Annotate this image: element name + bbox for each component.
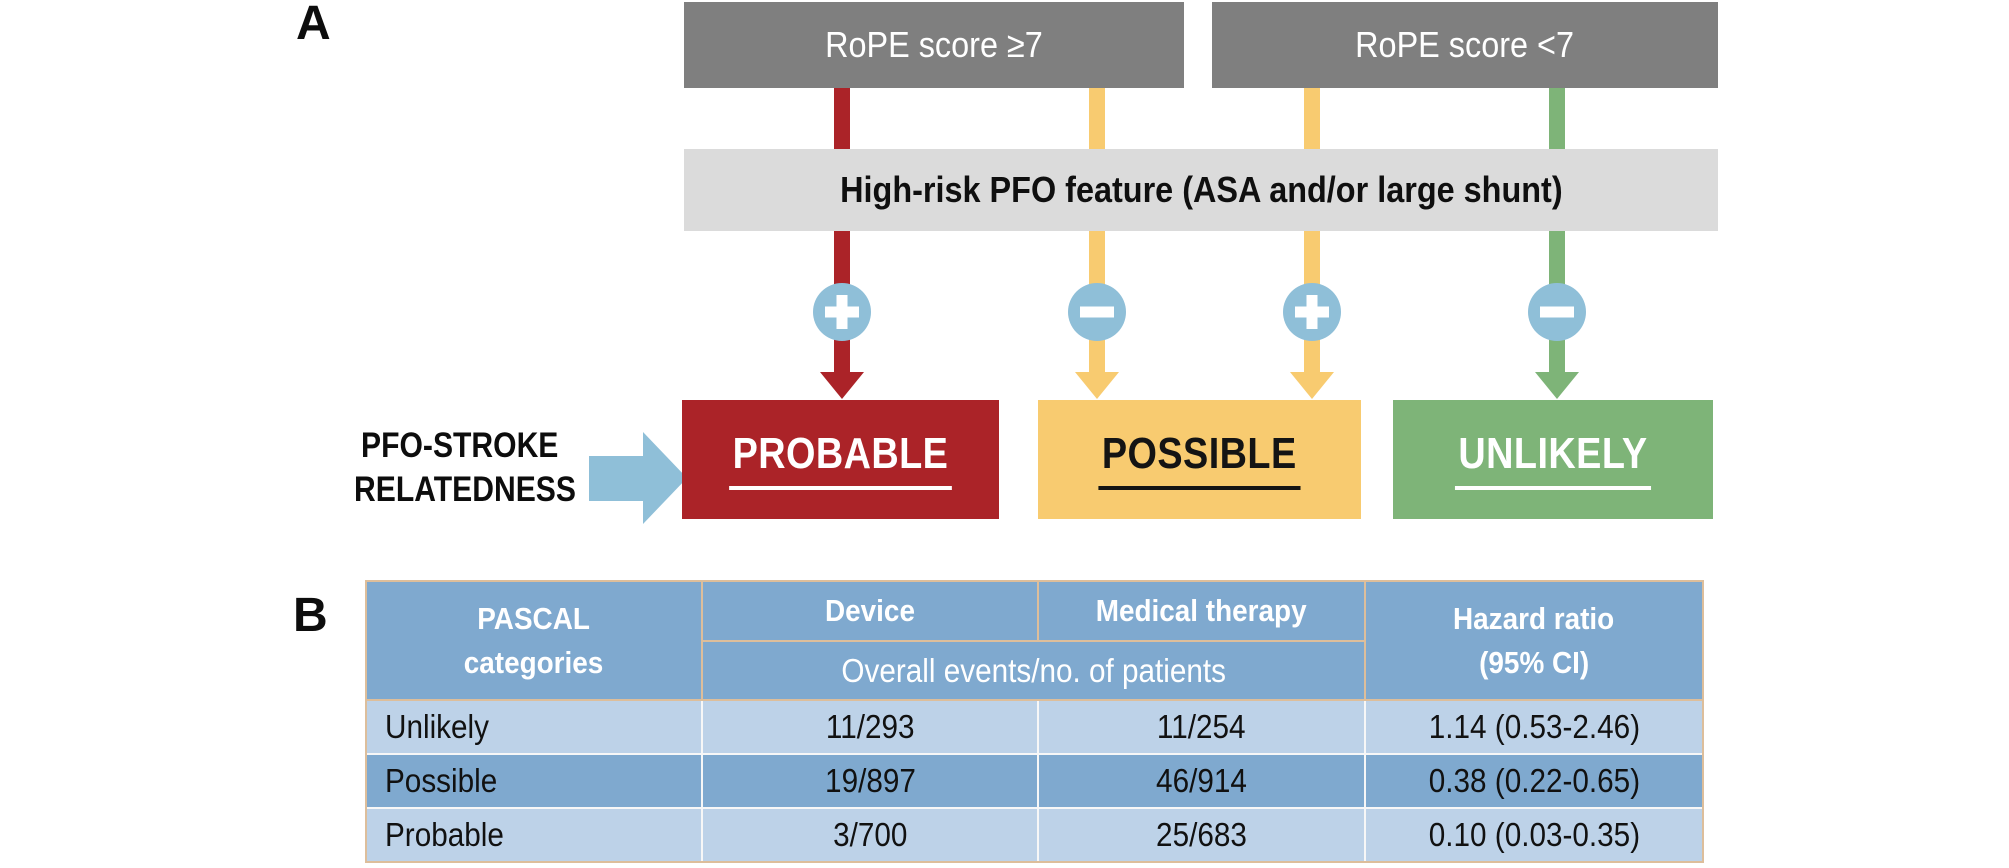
plus-icon bbox=[813, 283, 871, 341]
cell-text: 3/700 bbox=[832, 816, 908, 853]
table-row-probable-category: Probable bbox=[367, 809, 703, 861]
table-row-unlikely-hazard: 1.14 (0.53-2.46) bbox=[1366, 701, 1702, 755]
cell-text: 11/254 bbox=[1157, 708, 1246, 745]
rope-score-low-text: RoPE score <7 bbox=[1355, 24, 1575, 65]
table-row-possible-medical: 46/914 bbox=[1039, 755, 1366, 809]
down-arrowhead-red bbox=[820, 372, 864, 399]
header-pascal-categories: PASCAL categories bbox=[367, 582, 703, 701]
header-pascal-line1: PASCAL bbox=[477, 600, 591, 636]
table-row-unlikely-device: 11/293 bbox=[703, 701, 1039, 755]
header-medical-text: Medical therapy bbox=[1096, 593, 1307, 628]
possible-box: POSSIBLE bbox=[1038, 400, 1361, 519]
panel-a-label: A bbox=[296, 0, 331, 50]
plus-icon bbox=[1283, 283, 1341, 341]
panel-b-label: B bbox=[293, 589, 328, 642]
header-medical-therapy: Medical therapy bbox=[1039, 582, 1366, 642]
header-device-text: Device bbox=[825, 593, 915, 628]
probable-box: PROBABLE bbox=[682, 400, 999, 519]
right-arrow-icon-head bbox=[643, 432, 687, 524]
relatedness-line1: PFO-STROKE bbox=[361, 426, 559, 465]
minus-icon bbox=[1528, 283, 1586, 341]
relatedness-label: PFO-STROKE RELATEDNESS bbox=[336, 424, 584, 512]
table-row-unlikely-category: Unlikely bbox=[367, 701, 703, 755]
cell-text: 1.14 (0.53-2.46) bbox=[1428, 708, 1640, 745]
rope-score-high-text: RoPE score ≥7 bbox=[825, 24, 1043, 65]
high-risk-feature-text: High-risk PFO feature (ASA and/or large … bbox=[839, 169, 1563, 210]
table-row-probable-device: 3/700 bbox=[703, 809, 1039, 861]
down-arrowhead-yellow bbox=[1290, 372, 1334, 399]
cell-text: 11/293 bbox=[825, 708, 915, 745]
pascal-outcomes-table: PASCAL categories Device Medical therapy… bbox=[365, 580, 1704, 863]
header-hazard-ratio: Hazard ratio (95% CI) bbox=[1366, 582, 1702, 701]
cell-text: 25/683 bbox=[1156, 816, 1247, 853]
minus-icon bbox=[1068, 283, 1126, 341]
table-row-possible-device: 19/897 bbox=[703, 755, 1039, 809]
header-overall-events-text: Overall events/no. of patients bbox=[841, 651, 1226, 689]
cell-text: 19/897 bbox=[824, 762, 916, 799]
rope-score-low-box: RoPE score <7 bbox=[1212, 2, 1718, 88]
table-row-probable-hazard: 0.10 (0.03-0.35) bbox=[1366, 809, 1702, 861]
table-row-unlikely-medical: 11/254 bbox=[1039, 701, 1366, 755]
table-row-possible-category: Possible bbox=[367, 755, 703, 809]
unlikely-box: UNLIKELY bbox=[1393, 400, 1713, 519]
relatedness-line2: RELATEDNESS bbox=[354, 470, 576, 510]
header-device: Device bbox=[703, 582, 1039, 642]
cell-text: 46/914 bbox=[1156, 762, 1247, 799]
cell-text: Possible bbox=[385, 762, 498, 799]
cell-text: 0.38 (0.22-0.65) bbox=[1428, 762, 1640, 799]
rope-score-high-box: RoPE score ≥7 bbox=[684, 2, 1184, 88]
unlikely-label: UNLIKELY bbox=[1454, 429, 1652, 490]
table-row-probable-medical: 25/683 bbox=[1039, 809, 1366, 861]
possible-label: POSSIBLE bbox=[1098, 429, 1301, 490]
down-arrowhead-yellow bbox=[1075, 372, 1119, 399]
cell-text: Probable bbox=[385, 816, 504, 853]
header-overall-events: Overall events/no. of patients bbox=[703, 642, 1366, 701]
header-hazard-line2: (95% CI) bbox=[1478, 644, 1590, 680]
right-arrow-icon bbox=[589, 456, 643, 501]
table-row-possible-hazard: 0.38 (0.22-0.65) bbox=[1366, 755, 1702, 809]
high-risk-feature-bar: High-risk PFO feature (ASA and/or large … bbox=[684, 149, 1718, 231]
cell-text: 0.10 (0.03-0.35) bbox=[1428, 816, 1640, 853]
header-hazard-line1: Hazard ratio bbox=[1453, 600, 1615, 636]
cell-text: Unlikely bbox=[385, 708, 489, 745]
down-arrowhead-green bbox=[1535, 372, 1579, 399]
probable-label: PROBABLE bbox=[729, 429, 952, 490]
header-pascal-line2: categories bbox=[464, 644, 604, 680]
